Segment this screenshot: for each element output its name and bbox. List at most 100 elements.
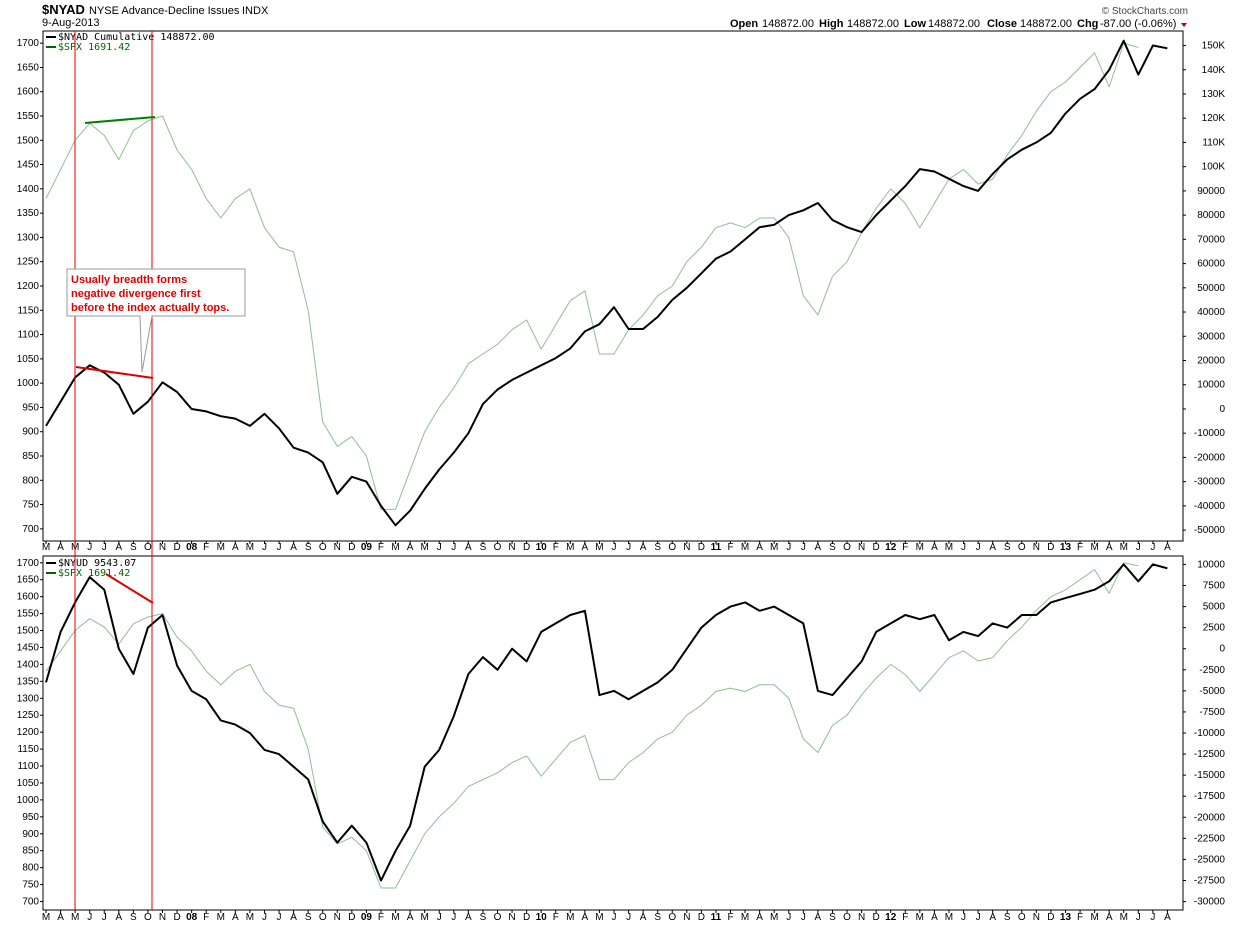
x-tick-label: S [305,542,312,553]
right-tick-label: -12500 [1194,749,1226,760]
x-tick-label: F [553,542,559,553]
x-tick-label: 11 [711,912,722,923]
x-tick-label: A [756,542,763,553]
x-tick-label: A [640,542,647,553]
x-tick-label: A [290,912,297,923]
left-tick-label: 700 [22,524,39,535]
left-tick-label: 1150 [17,305,39,316]
legend-nyud-label: $NYUD 9543.07 [58,558,136,569]
x-tick-label: 09 [361,912,373,923]
left-tick-label: 1000 [17,795,40,806]
low-value: 148872.00 [928,18,980,30]
right-tick-label: 110K [1202,137,1225,148]
x-tick-label: J [1136,912,1141,923]
x-tick-label: O [668,542,676,553]
right-tick-label: 50000 [1197,283,1225,294]
x-tick-label: A [1106,542,1113,553]
x-tick-label: F [203,542,209,553]
x-tick-label: S [305,912,312,923]
x-tick-label: A [407,542,414,553]
x-tick-label: O [144,912,152,923]
x-tick-label: A [115,912,122,923]
legend-spx-bottom-label: $SPX 1691.42 [58,568,130,579]
right-tick-label: 80000 [1197,210,1225,221]
right-tick-label: -20000 [1194,452,1226,463]
x-tick-label: J [626,542,631,553]
x-tick-label: M [217,542,225,553]
x-tick-label: O [319,542,327,553]
x-tick-label: M [916,542,924,553]
right-tick-label: -5000 [1199,686,1225,697]
spx-series-line [45,562,1139,889]
high-value: 148872.00 [847,18,899,30]
x-tick-label: M [1120,912,1128,923]
x-tick-label: J [87,912,92,923]
left-tick-label: 1000 [17,378,40,389]
x-tick-label: N [159,912,166,923]
x-tick-label: S [480,912,487,923]
x-tick-label: N [858,912,865,923]
x-tick-label: O [843,542,851,553]
right-tick-label: 10000 [1197,559,1225,570]
watermark: © StockCharts.com [1102,6,1188,17]
left-tick-label: 1300 [17,693,40,704]
x-tick-label: F [902,542,908,553]
x-tick-label: J [786,542,791,553]
x-tick-label: A [989,542,996,553]
x-tick-label: A [989,912,996,923]
x-tick-label: A [931,912,938,923]
x-tick-label: D [173,912,180,923]
right-tick-label: 5000 [1203,602,1226,613]
x-tick-label: F [1077,542,1083,553]
x-tick-label: O [319,912,327,923]
bottom-panel-axes: 700 750 800 850 900 950 1000 1050 1100 1150 1200 12… [17,558,1226,923]
x-tick-label: M [246,542,254,553]
x-tick-label: F [727,542,733,553]
top-panel-series [45,39,1168,527]
x-tick-label: 10 [536,912,548,923]
annotation-callout: Usually breadth forms negative divergenc… [66,268,246,373]
left-tick-label: 800 [22,863,39,874]
left-tick-label: 1550 [17,609,40,620]
x-tick-label: A [640,912,647,923]
left-tick-label: 1200 [17,281,40,292]
x-tick-label: M [566,912,574,923]
right-tick-label: 0 [1219,404,1225,415]
right-tick-label: 40000 [1197,307,1225,318]
left-tick-label: 1250 [17,710,40,721]
x-tick-label: J [976,542,981,553]
x-tick-label: J [801,912,806,923]
spx-series-line [45,42,1139,510]
x-tick-label: M [42,912,50,923]
symbol-title: $NYAD [42,2,85,17]
left-tick-label: 850 [22,846,39,857]
x-tick-label: S [130,912,137,923]
x-tick-label: M [246,912,254,923]
annotation-line-1: Usually breadth forms [71,274,187,286]
right-tick-label: -50000 [1194,525,1226,536]
x-tick-label: S [654,542,661,553]
high-label: High [819,18,844,30]
x-tick-label: J [451,912,456,923]
x-tick-label: D [873,912,880,923]
chart-date: 9-Aug-2013 [42,17,100,29]
x-tick-label: N [159,542,166,553]
x-tick-label: A [815,542,822,553]
left-tick-label: 1650 [17,62,40,73]
left-tick-label: 1350 [17,676,40,687]
x-tick-label: A [407,912,414,923]
x-tick-label: D [698,912,705,923]
x-tick-label: F [378,542,384,553]
right-tick-label: -25000 [1194,854,1226,865]
x-tick-label: J [437,542,442,553]
x-tick-label: J [451,542,456,553]
callout-box [66,268,246,373]
x-tick-label: J [786,912,791,923]
left-tick-label: 750 [22,500,39,511]
right-tick-label: 0 [1219,644,1225,655]
x-tick-label: A [465,542,472,553]
left-tick-label: 1100 [17,761,39,772]
x-tick-label: D [348,912,355,923]
x-tick-label: J [102,542,107,553]
x-tick-label: A [582,912,589,923]
